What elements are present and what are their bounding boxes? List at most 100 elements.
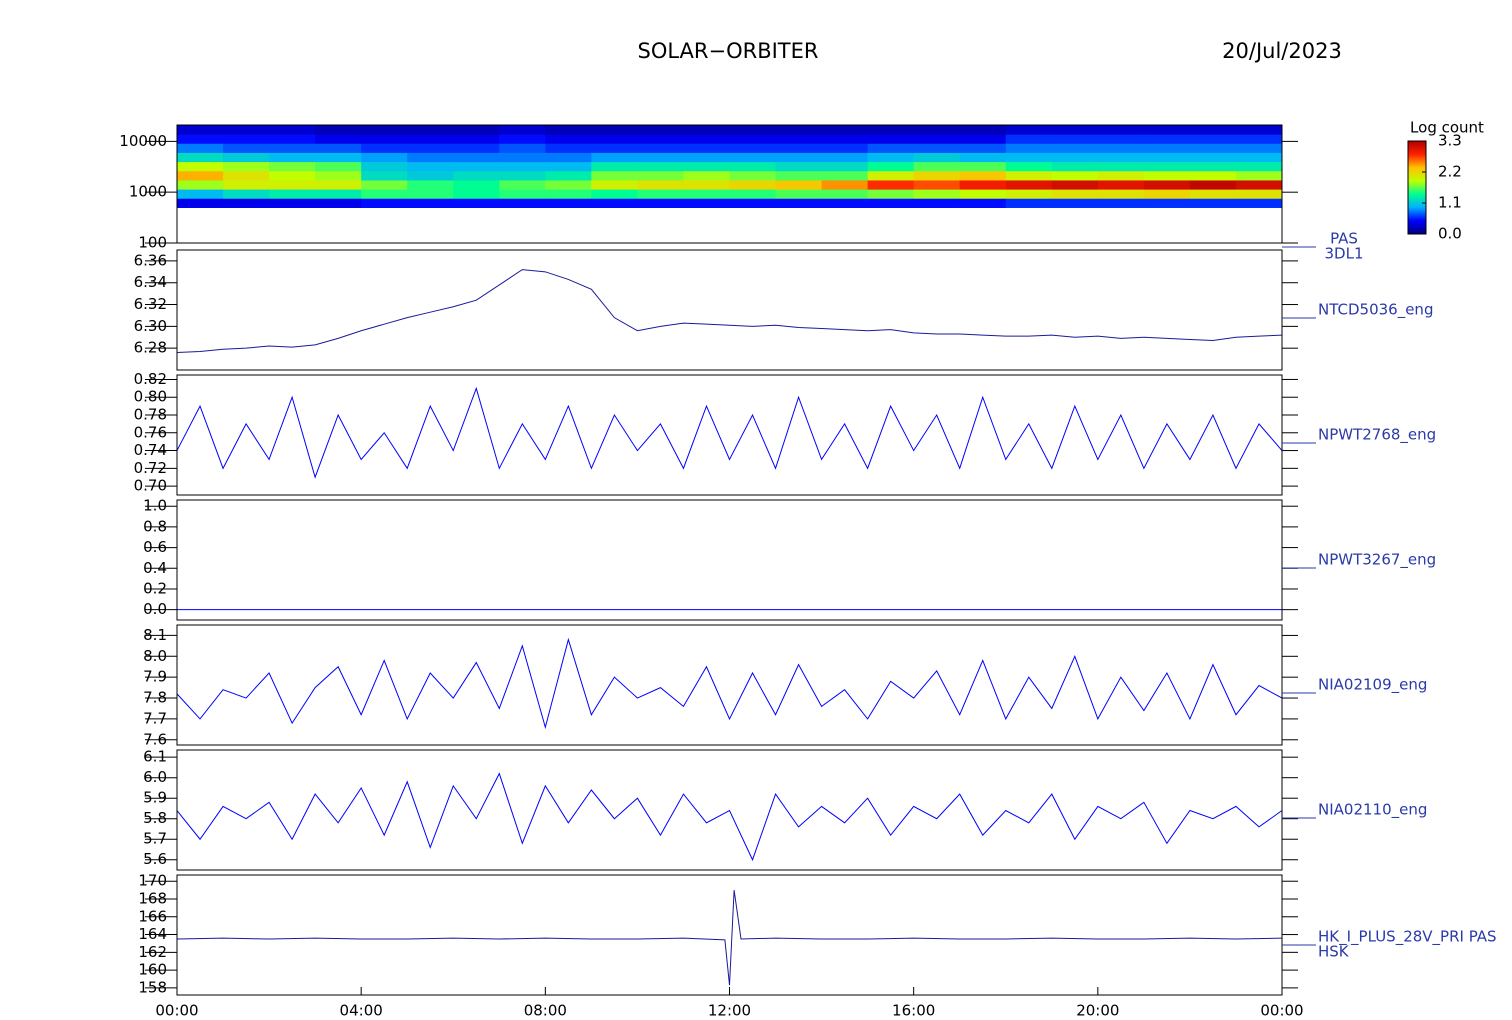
data-line	[176, 637, 1283, 730]
heatmap-cell	[1097, 198, 1145, 208]
heatmap-cell	[545, 198, 592, 208]
heatmap-cell	[407, 125, 454, 135]
heatmap-cell	[913, 161, 961, 172]
heatmap-cell	[269, 125, 316, 135]
heatmap-cell	[361, 134, 408, 144]
heatmap-cell	[729, 179, 777, 190]
heatmap-cell	[453, 143, 500, 153]
heatmap-cell	[591, 179, 638, 190]
heatmap-cell	[1189, 198, 1237, 208]
heatmap-cell	[591, 134, 638, 144]
heatmap-cell	[1051, 179, 1099, 190]
heatmap-cell	[361, 161, 408, 172]
heatmap-cell	[913, 198, 961, 208]
heatmap-cell	[867, 161, 915, 172]
heatmap-cell	[683, 179, 730, 190]
heatmap-cell	[591, 143, 638, 153]
heatmap-cell	[913, 125, 961, 135]
heatmap-cell	[223, 152, 270, 163]
heatmap-cell	[361, 189, 408, 199]
heatmap-cell	[683, 189, 730, 199]
heatmap-cell	[361, 125, 408, 135]
heatmap-cell	[1189, 189, 1237, 199]
heatmap-cell	[867, 152, 915, 163]
heatmap-cell	[453, 179, 500, 190]
heatmap-cell	[407, 143, 454, 153]
heatmap-cell	[821, 161, 869, 172]
heatmap-cell	[1189, 143, 1237, 153]
heatmap-cell	[775, 134, 823, 144]
heatmap-cell	[499, 170, 546, 181]
heatmap-cell	[821, 143, 869, 153]
chart-title: SOLAR−ORBITER	[637, 39, 818, 63]
heatmap-cell	[1143, 179, 1191, 190]
heatmap-cell	[1051, 161, 1099, 172]
heatmap-cell	[407, 179, 454, 190]
heatmap-cell	[453, 189, 500, 199]
heatmap-cell	[821, 179, 869, 190]
heatmap-cell	[499, 189, 546, 199]
heatmap-cell	[407, 134, 454, 144]
heatmap-cell	[1143, 134, 1191, 144]
heatmap-cell	[637, 170, 684, 181]
heatmap-cell	[315, 189, 362, 199]
heatmap-cell	[1143, 161, 1191, 172]
heatmap-cell	[821, 170, 869, 181]
heatmap-cell	[1097, 152, 1145, 163]
heatmap-cell	[637, 125, 684, 135]
heatmap-cell	[775, 143, 823, 153]
heatmap-cell	[315, 143, 362, 153]
heatmap-cell	[775, 179, 823, 190]
heatmap-cell	[269, 152, 316, 163]
heatmap-cell	[269, 170, 316, 181]
colorbar-label: Log count	[1410, 119, 1484, 137]
heatmap-cell	[821, 152, 869, 163]
heatmap-cell	[1235, 143, 1283, 153]
heatmap-cell	[545, 125, 592, 135]
heatmap-cell	[729, 134, 777, 144]
heatmap-cell	[683, 170, 730, 181]
heatmap-cell	[683, 143, 730, 153]
heatmap-cell	[361, 143, 408, 153]
heatmap-cell	[913, 152, 961, 163]
heatmap-cell	[545, 161, 592, 172]
heatmap-cell	[315, 170, 362, 181]
heatmap-cell	[1005, 170, 1053, 181]
colorbar-tick-label: 1.1	[1438, 194, 1462, 212]
heatmap-cell	[637, 198, 684, 208]
heatmap-cell	[361, 179, 408, 190]
heatmap-cell	[177, 189, 224, 199]
colorbar-tick-label: 3.3	[1438, 132, 1462, 150]
heatmap-cell	[361, 198, 408, 208]
date: 20/Jul/2023	[1222, 39, 1342, 63]
heatmap-cell	[223, 189, 270, 199]
heatmap-cell	[545, 179, 592, 190]
heatmap-cell	[959, 179, 1007, 190]
heatmap-cell	[959, 189, 1007, 199]
heatmap-cell	[1189, 170, 1237, 181]
heatmap-cell	[499, 198, 546, 208]
heatmap-cell	[361, 152, 408, 163]
heatmap-cell	[867, 170, 915, 181]
heatmap-cell	[1235, 198, 1283, 208]
heatmap-cell	[913, 189, 961, 199]
x-tick-label: 00:00	[1260, 1002, 1303, 1020]
heatmap-cell	[177, 161, 224, 172]
series-label: NPWT2768_eng	[1318, 426, 1436, 445]
panel-frame	[176, 249, 1283, 371]
heatmap-cell	[1097, 134, 1145, 144]
heatmap-cell	[867, 198, 915, 208]
heatmap-cell	[177, 170, 224, 181]
series-label: HK_I_PLUS_28V_PRI PAS	[1318, 928, 1497, 947]
heatmap-cell	[269, 179, 316, 190]
panel-frame	[176, 624, 1283, 746]
heatmap-cell	[1189, 161, 1237, 172]
panel-frame	[176, 374, 1283, 496]
heatmap-cell	[545, 152, 592, 163]
heatmap-cell	[913, 179, 961, 190]
heatmap-cell	[683, 134, 730, 144]
heatmap-cell	[821, 198, 869, 208]
x-tick-label: 16:00	[892, 1002, 935, 1020]
heatmap-cell	[1097, 143, 1145, 153]
heatmap-cell	[591, 125, 638, 135]
